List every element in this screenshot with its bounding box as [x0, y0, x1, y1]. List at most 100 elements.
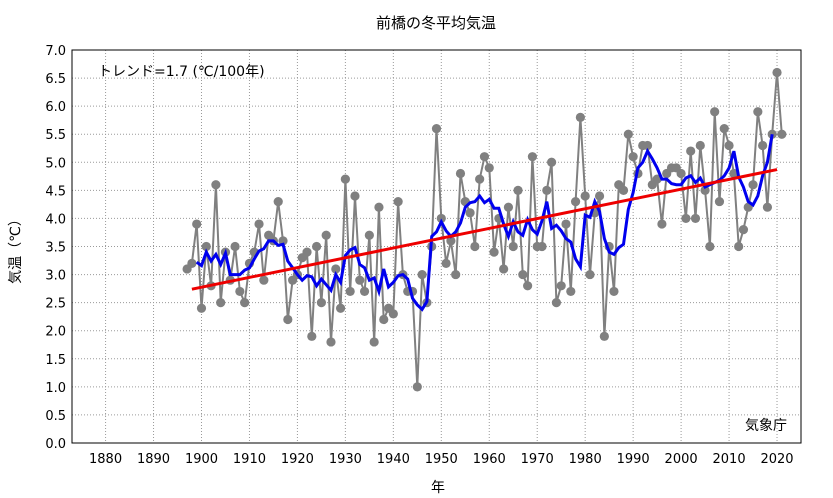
x-tick-label: 1880: [89, 452, 122, 467]
annual-data-point: [436, 213, 446, 224]
x-tick-label: 2020: [760, 452, 793, 467]
y-axis: 0.0 0.5 1.0 1.5 2.0 2.5 3.0 3.5 4.0 4.5 5.0 5.5 6.0 6…: [45, 44, 66, 452]
y-tick-label: 3.5: [45, 241, 66, 256]
annual-data-point: [561, 219, 571, 229]
annual-data-point: [331, 264, 341, 274]
annual-data-point: [364, 230, 374, 240]
annual-data-point: [374, 202, 384, 212]
x-tick-label: 1930: [329, 452, 362, 467]
annual-data-point: [446, 236, 456, 246]
annual-data-point: [359, 286, 370, 297]
chart-title: 前橋の冬平均気温: [376, 14, 496, 32]
x-tick-label: 2000: [665, 452, 698, 467]
y-tick-label: 0.5: [45, 409, 66, 424]
x-tick-label: 1940: [377, 452, 410, 467]
annual-data-point: [551, 298, 562, 308]
y-tick-label: 2.0: [45, 325, 66, 340]
annual-data-point: [618, 185, 629, 195]
y-tick-label: 1.0: [45, 381, 66, 396]
annual-data-point: [518, 269, 528, 280]
annual-data-point: [278, 236, 288, 246]
annual-data-point: [609, 286, 619, 297]
annual-data-point: [465, 208, 475, 218]
annual-data-point: [537, 241, 547, 252]
annual-data-point: [690, 213, 701, 224]
annual-data-point: [686, 146, 696, 156]
annual-data-point: [566, 286, 576, 297]
trend-line: [191, 168, 778, 291]
annual-data-point: [738, 225, 749, 235]
annual-data-point: [499, 264, 509, 274]
x-tick-label: 1950: [425, 452, 458, 467]
annual-data-point: [542, 185, 552, 195]
annual-data-point: [628, 152, 638, 162]
annual-data-point: [379, 314, 389, 325]
annual-data-point: [489, 247, 499, 257]
annual-data-point: [676, 168, 686, 179]
annual-data-point: [710, 107, 720, 117]
annual-data-point: [316, 298, 326, 308]
annual-data-point: [777, 129, 787, 139]
y-tick-label: 0.0: [45, 437, 66, 452]
annual-data-point: [642, 140, 653, 151]
annual-data-point: [714, 196, 725, 207]
annual-data-point: [187, 258, 197, 268]
annual-data-point: [719, 124, 729, 134]
y-tick-label: 4.0: [45, 212, 66, 227]
x-tick-label: 1960: [473, 452, 506, 467]
y-tick-label: 6.5: [45, 72, 66, 87]
annual-data-point: [350, 191, 360, 201]
annual-data-point: [355, 275, 365, 285]
annual-data-point: [201, 241, 211, 252]
y-tick-label: 4.5: [45, 184, 66, 199]
annual-data-point: [599, 331, 609, 341]
annual-data-point: [772, 67, 782, 78]
annual-data-point: [523, 281, 533, 291]
annual-data-point: [695, 140, 705, 151]
plot-frame: [71, 49, 802, 444]
x-tick-label: 1910: [233, 452, 266, 467]
annual-data-point: [758, 140, 768, 151]
annual-data-point: [216, 298, 226, 308]
annual-data-point: [753, 107, 763, 117]
annual-data-point: [484, 163, 494, 173]
annual-data-point: [369, 337, 379, 347]
annual-data-point: [556, 281, 566, 291]
x-tick-label: 1920: [281, 452, 314, 467]
annual-series-points: [182, 67, 787, 392]
annual-data-point: [503, 202, 514, 212]
annual-data-point: [585, 269, 595, 280]
annual-data-point: [311, 241, 322, 252]
annual-data-point: [657, 219, 667, 229]
annual-data-point: [547, 157, 557, 167]
annual-data-point: [283, 314, 293, 325]
y-tick-label: 1.5: [45, 353, 66, 368]
annual-data-point: [470, 241, 480, 252]
annual-data-point: [388, 309, 398, 319]
annual-data-point: [393, 196, 403, 207]
annual-data-point: [594, 191, 605, 201]
y-tick-label: 3.0: [45, 269, 66, 284]
annual-data-point: [681, 213, 691, 224]
annual-data-point: [412, 382, 422, 392]
annual-data-point: [762, 202, 773, 212]
annual-data-point: [580, 191, 590, 201]
annual-data-point: [700, 185, 710, 195]
source-label: 気象庁: [745, 418, 787, 434]
annual-data-point: [417, 269, 427, 280]
annual-data-point: [513, 185, 523, 195]
y-tick-label: 5.5: [45, 128, 66, 143]
annual-data-point: [326, 337, 336, 347]
annual-data-point: [441, 258, 451, 268]
grid: [72, 49, 801, 444]
x-axis-label: 年: [431, 480, 445, 496]
annual-data-point: [705, 241, 715, 252]
annual-data-point: [475, 174, 485, 184]
annual-data-point: [235, 286, 245, 297]
annual-data-point: [321, 230, 331, 240]
annual-data-point: [196, 303, 207, 313]
annual-data-point: [192, 219, 202, 229]
y-tick-label: 5.0: [45, 156, 66, 171]
annual-data-point: [307, 331, 317, 341]
